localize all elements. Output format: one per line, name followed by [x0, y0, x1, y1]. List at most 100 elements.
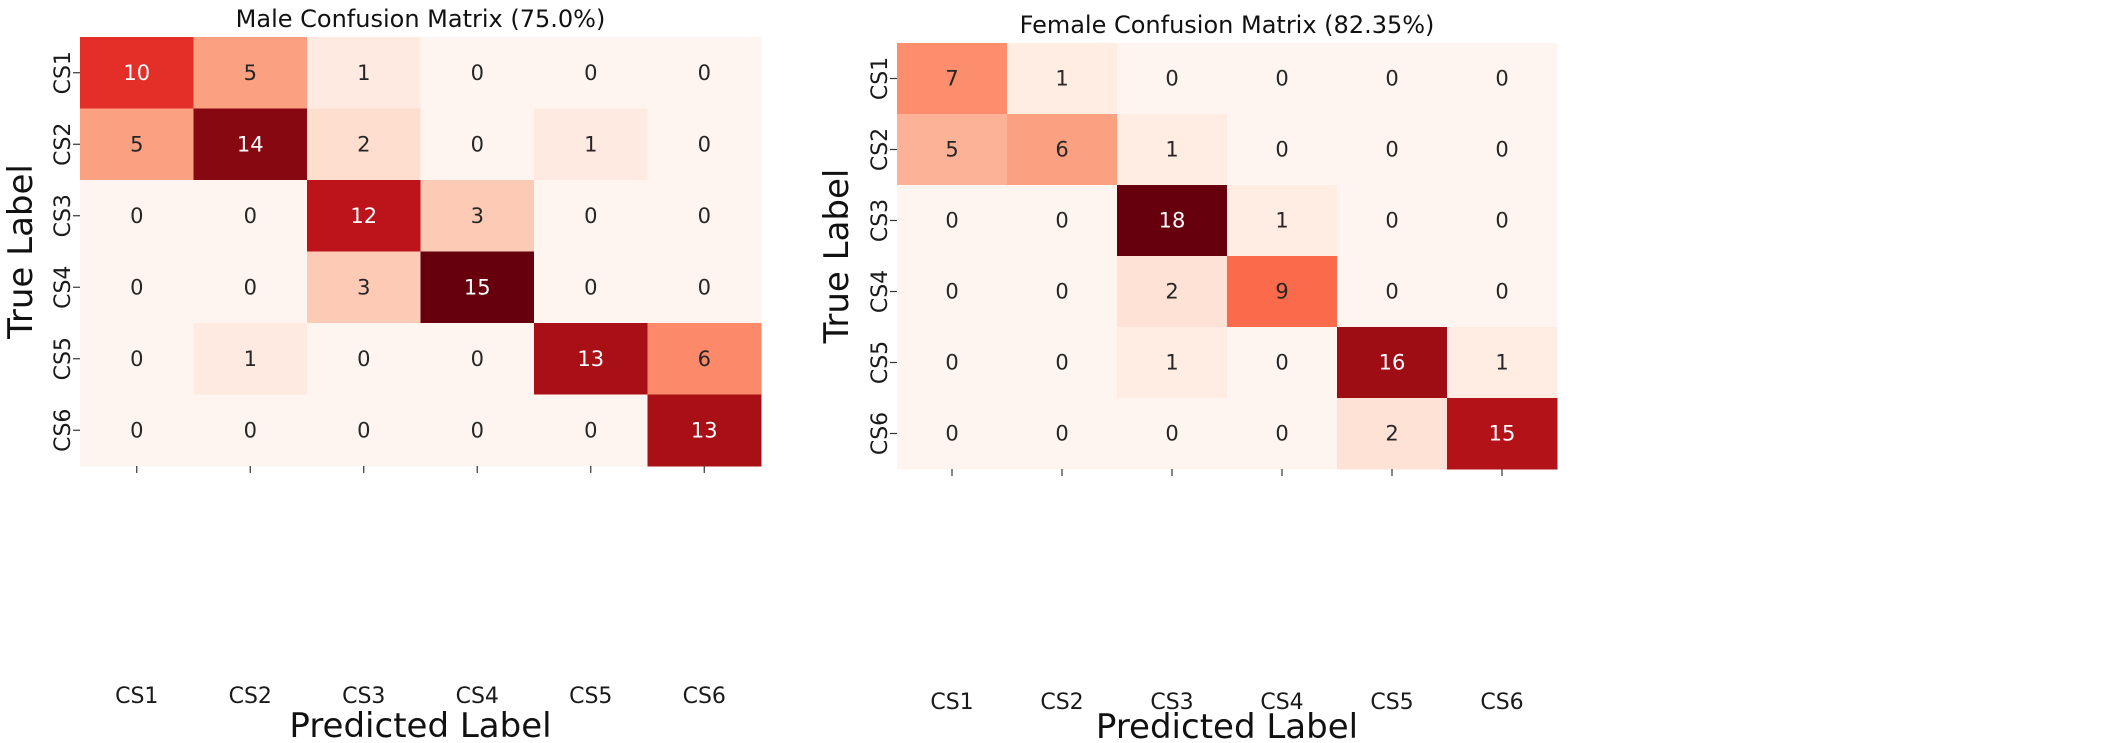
heatmap-cell — [420, 251, 535, 324]
cell-value-label: 0 — [1165, 67, 1178, 91]
heatmap-cell — [647, 394, 762, 467]
y-tick-label: CS4 — [868, 270, 893, 313]
heatmap-cell — [647, 180, 762, 252]
cell-value-label: 0 — [1275, 67, 1288, 91]
cell-value-label: 6 — [698, 347, 711, 371]
cell-value-label: 0 — [130, 347, 143, 371]
y-tick-label: CS1 — [51, 51, 76, 94]
cell-value-label: 0 — [1275, 422, 1288, 446]
cell-value-label: 7 — [945, 67, 958, 91]
heatmap-cell — [647, 37, 762, 109]
y-tick-label: CS5 — [868, 341, 893, 384]
x-axis-label: Predicted Label — [289, 706, 551, 743]
cell-value-label: 0 — [1385, 67, 1398, 91]
heatmap-cell — [1337, 398, 1448, 470]
cell-value-label: 0 — [1055, 422, 1068, 446]
heatmap-cell — [534, 37, 648, 109]
heatmap-cell — [647, 108, 762, 181]
x-tick-label: CS2 — [1040, 690, 1083, 715]
cell-value-label: 5 — [945, 138, 958, 162]
heatmap-cell — [897, 327, 1008, 399]
cell-value-label: 2 — [1385, 422, 1398, 446]
heatmap-cell — [1337, 327, 1448, 399]
cell-value-label: 0 — [1055, 351, 1068, 375]
heatmap-cell — [80, 108, 194, 181]
y-axis-label: True Label — [1, 164, 41, 340]
x-tick-label: CS5 — [569, 684, 612, 709]
chart-title: Female Confusion Matrix (82.35%) — [1020, 11, 1435, 39]
heatmap-cell — [1447, 327, 1558, 399]
cell-value-label: 1 — [357, 61, 370, 85]
cell-value-label: 0 — [584, 204, 597, 228]
cell-value-label: 0 — [1495, 138, 1508, 162]
cell-value-label: 12 — [350, 204, 377, 228]
heatmap-cell — [1227, 256, 1338, 328]
cell-value-label: 0 — [130, 275, 143, 299]
cell-value-label: 1 — [1055, 67, 1068, 91]
heatmap-cell — [897, 398, 1008, 470]
heatmap-cell — [307, 108, 421, 181]
heatmap-cell — [193, 394, 308, 467]
cell-value-label: 0 — [244, 418, 257, 442]
heatmap-cell — [1337, 43, 1448, 115]
heatmap-cell — [1337, 256, 1448, 328]
cell-value-label: 1 — [1495, 351, 1508, 375]
heatmap-cell — [80, 394, 194, 467]
cell-value-label: 1 — [1275, 209, 1288, 233]
heatmap-cell — [307, 180, 421, 252]
heatmap-cell — [80, 251, 194, 324]
cell-value-label: 2 — [357, 132, 370, 156]
y-tick-label: CS1 — [868, 57, 893, 100]
heatmap-cell — [534, 394, 648, 467]
cell-value-label: 0 — [1385, 280, 1398, 304]
heatmap-cell — [534, 323, 648, 395]
x-tick-label: CS4 — [1260, 690, 1303, 715]
heatmap-cell — [420, 180, 535, 252]
heatmap-cell — [1447, 398, 1558, 470]
heatmap-cell — [534, 251, 648, 324]
heatmap-cell — [534, 108, 648, 181]
cell-value-label: 0 — [698, 204, 711, 228]
cell-value-label: 3 — [357, 275, 370, 299]
cell-value-label: 0 — [471, 418, 484, 442]
heatmap-cell — [1447, 185, 1558, 257]
heatmap-cell — [1007, 114, 1118, 186]
cell-value-label: 0 — [1165, 422, 1178, 446]
heatmap-cell — [420, 108, 535, 181]
cell-value-label: 0 — [698, 132, 711, 156]
heatmap-cell — [420, 394, 535, 467]
cell-value-label: 0 — [1385, 209, 1398, 233]
x-tick-label: CS1 — [115, 684, 158, 709]
y-tick-label: CS5 — [51, 337, 76, 380]
heatmap-cell — [647, 251, 762, 324]
cell-value-label: 0 — [1495, 67, 1508, 91]
heatmap-cell — [1007, 398, 1118, 470]
x-axis-label: Predicted Label — [1096, 707, 1358, 743]
heatmap-cell — [1007, 327, 1118, 399]
cell-value-label: 0 — [1055, 280, 1068, 304]
heatmap-cell — [1117, 43, 1228, 115]
heatmap-cell — [1117, 256, 1228, 328]
heatmap-cell — [307, 394, 421, 467]
cell-value-label: 0 — [1275, 351, 1288, 375]
cell-value-label: 1 — [584, 132, 597, 156]
heatmap-cell — [307, 37, 421, 109]
heatmap-cell — [897, 114, 1008, 186]
heatmap-cell — [307, 323, 421, 395]
cell-value-label: 10 — [123, 61, 150, 85]
y-tick-label: CS3 — [51, 194, 76, 237]
heatmap-cell — [1447, 114, 1558, 186]
y-tick-label: CS2 — [51, 123, 76, 166]
cell-value-label: 1 — [1165, 351, 1178, 375]
x-tick-label: CS3 — [1150, 690, 1193, 715]
heatmap-cell — [647, 323, 762, 395]
cell-value-label: 18 — [1159, 209, 1186, 233]
heatmap-cell — [1227, 43, 1338, 115]
cell-value-label: 0 — [130, 204, 143, 228]
cell-value-label: 6 — [1055, 138, 1068, 162]
x-tick-label: CS2 — [229, 684, 272, 709]
x-tick-label: CS1 — [930, 690, 973, 715]
cell-value-label: 0 — [244, 204, 257, 228]
heatmap-cell — [897, 185, 1008, 257]
